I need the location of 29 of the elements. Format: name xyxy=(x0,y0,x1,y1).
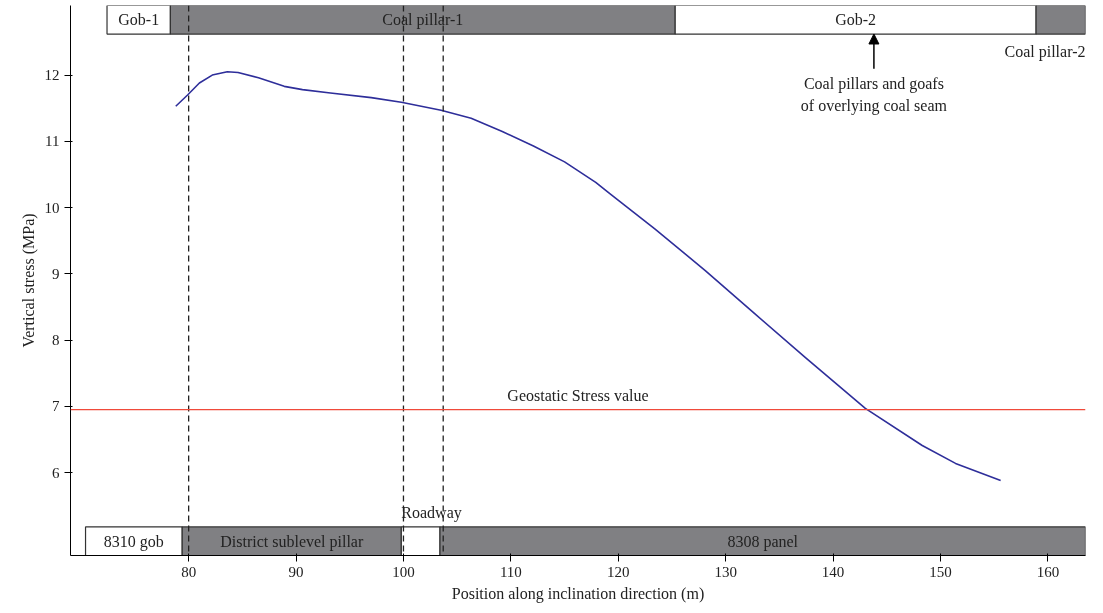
y-tick-label: 11 xyxy=(45,133,60,150)
y-tick-label: 7 xyxy=(52,398,60,415)
band-label: Gob-1 xyxy=(118,11,160,29)
band-label: District sublevel pillar xyxy=(220,532,364,551)
annotation: Coal pillars and goafs of overlying coal seam xyxy=(800,74,948,115)
ref-line-label: Geostatic Stress value xyxy=(507,386,649,404)
y-tick-label: 9 xyxy=(52,265,60,282)
band-label: Roadway xyxy=(401,504,462,523)
band-label: 8308 panel xyxy=(727,532,799,551)
x-tick-label: 80 xyxy=(181,563,197,580)
x-tick-label: 110 xyxy=(499,563,522,580)
y-tick-label: 6 xyxy=(52,464,60,481)
x-axis-title: Position along inclination direction (m) xyxy=(451,584,705,603)
y-tick-label: 12 xyxy=(44,67,60,84)
x-tick-label: 160 xyxy=(1036,563,1060,580)
line-series xyxy=(174,70,1002,482)
y-tick-label: 8 xyxy=(52,332,60,349)
y-tick-label: 10 xyxy=(44,199,60,216)
band-label: Coal pillar-1 xyxy=(382,11,464,30)
x-tick-label: 140 xyxy=(821,563,845,580)
y-axis-title: Vertical stress (MPa) xyxy=(19,213,38,348)
band-label: 8310 gob xyxy=(103,532,164,551)
x-tick-label: 150 xyxy=(929,563,952,580)
x-tick-label: 90 xyxy=(288,563,304,580)
x-tick-label: 100 xyxy=(392,563,415,580)
band-label: Gob-2 xyxy=(835,11,877,29)
x-tick-label: 130 xyxy=(714,563,737,580)
band-label: Coal pillar-2 xyxy=(1004,42,1086,61)
x-tick-label: 120 xyxy=(607,563,630,580)
